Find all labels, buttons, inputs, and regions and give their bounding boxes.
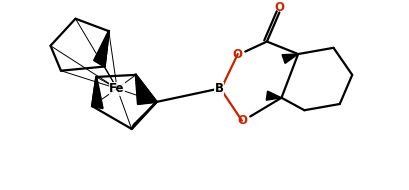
Polygon shape — [92, 77, 103, 108]
Text: O: O — [233, 48, 243, 61]
Text: B: B — [215, 82, 224, 95]
Polygon shape — [94, 31, 109, 66]
Polygon shape — [282, 54, 298, 63]
Text: Fe: Fe — [109, 82, 125, 95]
Text: O: O — [237, 114, 247, 127]
Polygon shape — [136, 75, 157, 104]
Text: O: O — [274, 1, 284, 14]
Polygon shape — [266, 91, 281, 100]
Polygon shape — [132, 102, 157, 129]
